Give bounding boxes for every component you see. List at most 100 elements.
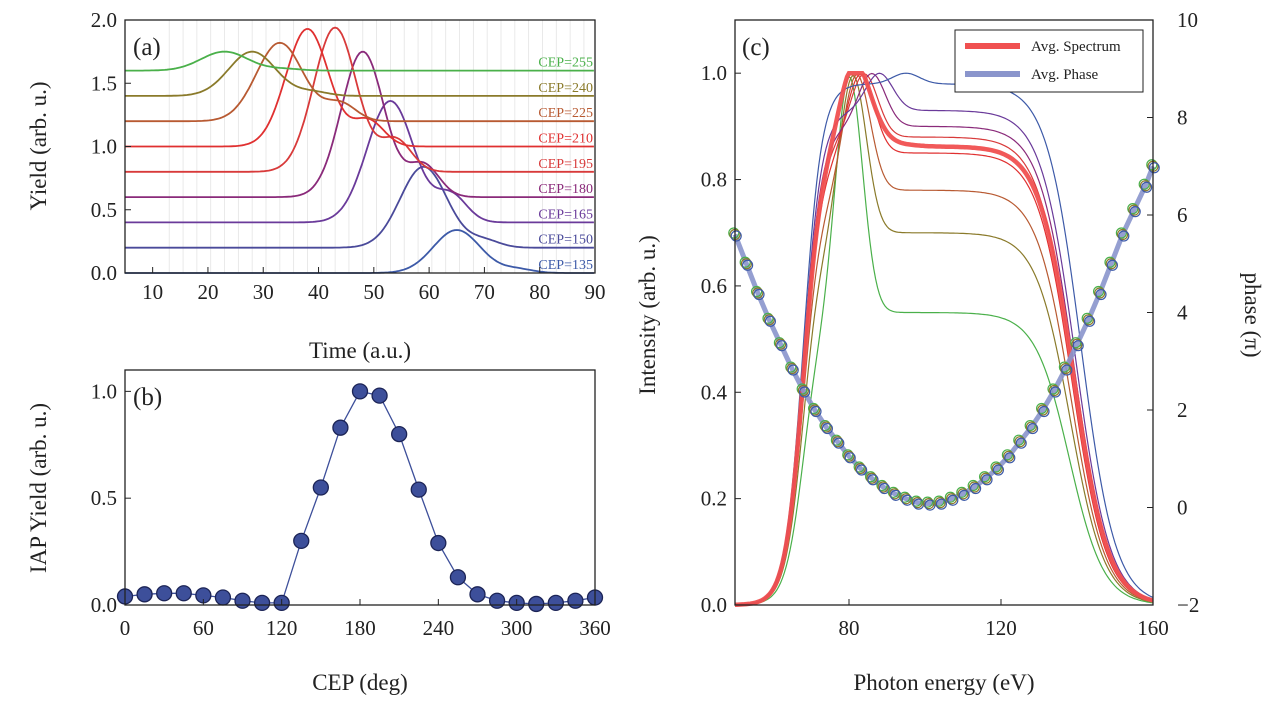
panel-b-data-point — [253, 594, 271, 612]
panel-a-series-label: CEP=165 — [538, 207, 593, 222]
panel-b-data-point — [410, 481, 427, 498]
panel-c-phase-marker — [1002, 450, 1015, 462]
panel-c-phase-marker — [901, 494, 913, 506]
panel-c-phase-marker — [1128, 204, 1140, 216]
panel-c-phase-marker — [877, 481, 889, 493]
panel-b-frame — [124, 369, 596, 606]
panel-b-data-point — [528, 595, 545, 613]
panel-a-ytick-label: 2.0 — [91, 8, 117, 32]
legend-label-spectrum: Avg. Spectrum — [1031, 39, 1121, 55]
panel-c-xtick-label: 80 — [839, 616, 860, 640]
panel-a-series-line — [125, 50, 594, 97]
panel-c-phase-marker — [1116, 228, 1129, 241]
legend-box — [954, 29, 1144, 93]
panel-b-data-point — [234, 592, 251, 609]
panel-c-phase-marker — [1037, 404, 1049, 416]
panel-c-ytick-label: 0.4 — [701, 380, 728, 404]
panel-c-phase-marker — [797, 384, 810, 397]
panel-c-label: (c) — [742, 34, 770, 61]
panel-c-phase-marker — [968, 481, 981, 493]
panel-c-phase-marker — [921, 496, 934, 508]
panel-c-phase-marker — [864, 471, 877, 483]
panel-c-phase-marker — [774, 338, 787, 350]
panel-c-phase-marker — [752, 287, 764, 299]
panel-b-data-point — [449, 569, 467, 586]
panel-b-xtick-label: 180 — [344, 616, 376, 640]
panel-a-xtick-label: 60 — [419, 280, 440, 304]
panel-c-phase-marker — [1049, 386, 1062, 398]
panel-c-phase-marker — [967, 479, 979, 492]
panel-b-ytick-label: 0.5 — [91, 486, 117, 510]
panel-b-xtick-label: 300 — [501, 616, 533, 640]
panel-b-xtick-label: 0 — [120, 616, 131, 640]
panel-b-label: (b) — [133, 384, 162, 411]
panel-c-phase-marker — [924, 499, 936, 511]
panel-c-phase-marker — [934, 497, 946, 509]
panel-c-phase-marker — [867, 474, 879, 486]
panel-c-phase-marker — [854, 462, 867, 475]
panel-c-ytick-label: 0.8 — [701, 168, 727, 192]
panel-a-series-line — [125, 26, 594, 173]
panel-c-y2tick-label: 4 — [1177, 301, 1188, 325]
panel-c-phase-marker — [957, 488, 969, 500]
panel-c-ytick-label: 0.2 — [701, 487, 727, 511]
panel-c-xtick-label: 160 — [1137, 616, 1169, 640]
panel-c-ytick-label: 0.0 — [701, 593, 727, 617]
panel-c-phase-marker — [888, 488, 901, 500]
panel-b-xlabel: CEP (deg) — [312, 670, 408, 695]
panel-c-phase-marker — [728, 227, 740, 239]
panel-c-phase-marker — [1058, 361, 1071, 373]
panel-a-ytick-label: 1.0 — [91, 135, 117, 159]
panel-a-label: (a) — [133, 34, 161, 61]
panel-c-phase-marker — [1092, 285, 1105, 298]
panel-b-yticks: 0.0 0.5 1.0 — [91, 379, 131, 617]
panel-a-series-line — [125, 99, 594, 224]
panel-a-xtick-label: 40 — [308, 280, 329, 304]
panel-c-xticks: 80 120 160 — [839, 599, 1169, 640]
panel-b-data-point — [214, 589, 232, 606]
panel-c-phase-marker — [1001, 449, 1014, 461]
panel-c-phase-marker — [776, 340, 788, 352]
panel-c-ylabel: Intensity (arb. u.) — [635, 235, 660, 395]
panel-c-phase-marker — [1148, 162, 1160, 174]
panel-c-phase-marker — [981, 474, 993, 486]
panel-c-phase-marker — [1024, 419, 1036, 432]
panel-b-data-point — [293, 532, 310, 550]
panel-c-phase-marker — [741, 259, 754, 271]
panel-a-series-line — [125, 229, 594, 274]
panel-c-phase-marker — [900, 493, 912, 505]
panel-c-phase-marker — [820, 421, 832, 433]
panel-c-phase-marker — [739, 256, 751, 268]
panel-c-phase-marker — [1072, 340, 1084, 352]
panel-c-ytick-label: 1.0 — [701, 61, 727, 85]
panel-a-series-line — [125, 41, 594, 123]
panel-c: 80 120 160 0.0 0.2 0.4 0.6 0.8 1.0 −2 0 2 4 6 8 10 (c… — [635, 8, 1265, 695]
panel-b-xtick-label: 360 — [579, 616, 611, 640]
panel-a-ytick-label: 0.5 — [91, 198, 117, 222]
panel-c-phase-marker — [1047, 383, 1059, 395]
panel-c-phase-marker — [1139, 180, 1152, 192]
panel-b-xtick-label: 240 — [423, 616, 455, 640]
panel-c-phase-marker — [785, 361, 797, 373]
panel-c-phase-marker — [1127, 203, 1139, 215]
panel-c-phase-marker — [978, 471, 991, 483]
panel-c-phase-marker — [923, 498, 935, 510]
panel-c-y2tick-label: 6 — [1177, 203, 1188, 227]
panel-b-data-point — [469, 586, 486, 603]
panel-c-phase-marker — [866, 472, 878, 484]
panel-b-xticks: 0 60 120 180 240 300 360 — [120, 599, 611, 640]
panel-a-series-label: CEP=195 — [538, 157, 593, 172]
panel-a-ytick-label: 0.0 — [91, 261, 117, 285]
panel-b: 0 60 120 180 240 300 360 0.0 0.5 1.0 (b) CEP (de… — [26, 369, 611, 695]
panel-a-ylabel: Yield (arb. u.) — [26, 81, 51, 210]
panel-c-phase-marker — [773, 337, 786, 349]
panel-c-y2tick-label: 8 — [1177, 106, 1188, 130]
panel-c-y2tick-label: −2 — [1177, 593, 1199, 617]
panel-c-phase-marker — [809, 404, 821, 416]
panel-b-ylabel: IAP Yield (arb. u.) — [26, 403, 51, 573]
panel-a-series-label: CEP=150 — [538, 233, 593, 248]
panel-c-phase-marker — [1035, 402, 1048, 415]
panel-c-phase-marker — [887, 486, 900, 498]
panel-a-xtick-label: 80 — [529, 280, 550, 304]
